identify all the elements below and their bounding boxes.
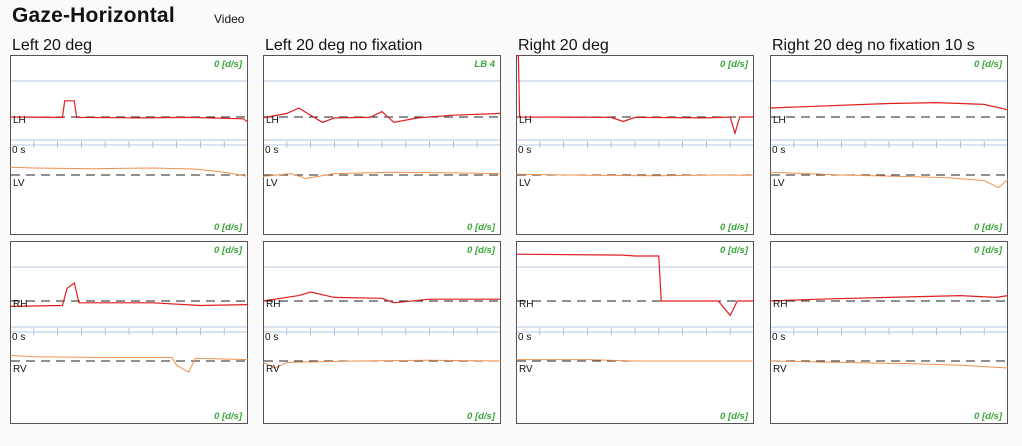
channel-label-horizontal: RH	[519, 299, 533, 310]
channel-label-horizontal: RH	[773, 299, 787, 310]
channel-label-horizontal: LH	[266, 115, 279, 126]
channel-label-horizontal: RH	[266, 299, 280, 310]
rate-label-top: 0 [d/s]	[720, 245, 749, 256]
rate-label-top: 0 [d/s]	[467, 245, 496, 256]
rate-label-bottom: 0 [d/s]	[974, 411, 1003, 422]
page-title: Gaze-Horizontal	[12, 4, 175, 28]
chart-panel-bottom-3: 0 [d/s] 0 [d/s] RH 0 s RV	[770, 241, 1008, 424]
time-label: 0 s	[12, 332, 25, 343]
chart-panel-top-0: 0 [d/s] 0 [d/s] LH 0 s LV	[10, 55, 248, 235]
channel-label-horizontal: LH	[13, 115, 26, 126]
rate-label-top: 0 [d/s]	[974, 59, 1003, 70]
chart-panel-top-3: 0 [d/s] 0 [d/s] LH 0 s LV	[770, 55, 1008, 235]
rate-label-bottom: 0 [d/s]	[974, 222, 1003, 233]
channel-label-vertical: RV	[13, 364, 27, 375]
column-title-left-20: Left 20 deg	[12, 37, 92, 55]
chart-panel-bottom-1: 0 [d/s] 0 [d/s] RH 0 s RV	[263, 241, 501, 424]
rate-label-top: 0 [d/s]	[214, 245, 243, 256]
rate-label-bottom: 0 [d/s]	[214, 411, 243, 422]
rate-label-top: 0 [d/s]	[214, 59, 243, 70]
chart-panel-bottom-0: 0 [d/s] 0 [d/s] RH 0 s RV	[10, 241, 248, 424]
time-label: 0 s	[518, 145, 531, 156]
rate-label-top: LB 4	[474, 59, 495, 70]
channel-label-horizontal: LH	[773, 115, 786, 126]
rate-label-top: 0 [d/s]	[720, 59, 749, 70]
rate-label-bottom: 0 [d/s]	[214, 222, 243, 233]
channel-label-horizontal: RH	[13, 299, 27, 310]
column-title-right-20: Right 20 deg	[518, 37, 609, 55]
time-label: 0 s	[265, 332, 278, 343]
channel-label-vertical: RV	[519, 364, 533, 375]
chart-panel-top-1: LB 4 0 [d/s] LH 0 s LV	[263, 55, 501, 235]
time-label: 0 s	[265, 145, 278, 156]
chart-panel-top-2: 0 [d/s] 0 [d/s] LH 0 s LV	[516, 55, 754, 235]
channel-label-vertical: RV	[773, 364, 787, 375]
page-subtitle: Video	[214, 12, 244, 26]
time-label: 0 s	[518, 332, 531, 343]
channel-label-horizontal: LH	[519, 115, 532, 126]
channel-label-vertical: LV	[519, 178, 531, 189]
channel-label-vertical: LV	[773, 178, 785, 189]
time-label: 0 s	[12, 145, 25, 156]
column-title-right-20-no-fixation-10s: Right 20 deg no fixation 10 s	[772, 37, 975, 55]
rate-label-bottom: 0 [d/s]	[720, 411, 749, 422]
channel-label-vertical: LV	[13, 178, 25, 189]
time-label: 0 s	[772, 332, 785, 343]
rate-label-bottom: 0 [d/s]	[467, 411, 496, 422]
chart-panel-bottom-2: 0 [d/s] 0 [d/s] RH 0 s RV	[516, 241, 754, 424]
channel-label-vertical: RV	[266, 364, 280, 375]
column-title-left-20-no-fixation: Left 20 deg no fixation	[265, 37, 422, 55]
rate-label-bottom: 0 [d/s]	[720, 222, 749, 233]
rate-label-bottom: 0 [d/s]	[467, 222, 496, 233]
time-label: 0 s	[772, 145, 785, 156]
channel-label-vertical: LV	[266, 178, 278, 189]
rate-label-top: 0 [d/s]	[974, 245, 1003, 256]
